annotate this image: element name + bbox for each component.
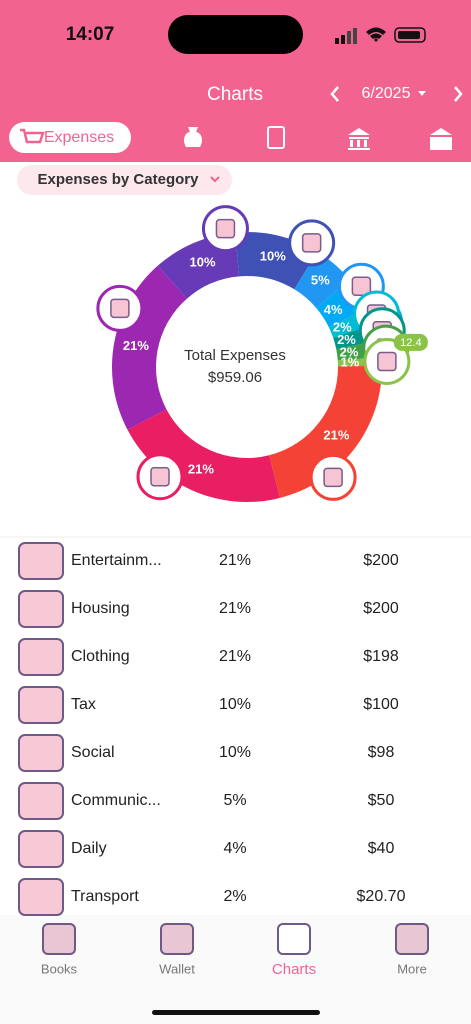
badge-icon (377, 351, 397, 372)
row-amount: $200 (363, 600, 399, 617)
nav-icon[interactable] (42, 923, 76, 955)
center-value: $959.06 (208, 369, 262, 386)
nav-icon[interactable] (277, 923, 311, 955)
dynamic-island (168, 15, 303, 54)
nav-icon[interactable] (395, 923, 429, 955)
row-percent: 21% (219, 552, 251, 569)
row-percent: 10% (219, 696, 251, 713)
row-amount: $200 (363, 552, 399, 569)
annotation-bg (393, 333, 428, 351)
row-percent: 5% (223, 792, 246, 809)
nav-label[interactable]: Books (41, 961, 78, 976)
badge-icon (215, 218, 236, 239)
period-caret (418, 91, 426, 96)
period[interactable]: 6/2025 (362, 85, 411, 102)
row-icon (18, 590, 64, 628)
nav-label[interactable]: Wallet (159, 961, 195, 976)
row-icon (18, 830, 64, 868)
filter-label: Expenses by Category (38, 171, 200, 188)
row-amount: $98 (368, 744, 395, 761)
slice-label: 2% (333, 319, 352, 334)
nav-bg (0, 915, 471, 1024)
row-amount: $20.70 (357, 888, 406, 905)
donut-slice (127, 409, 280, 502)
slice-label: 21% (323, 428, 349, 443)
next-period[interactable] (454, 86, 463, 102)
row-icon (18, 878, 64, 916)
row-name: Clothing (71, 648, 130, 665)
slice-label: 10% (260, 248, 286, 263)
status-icons (335, 27, 426, 44)
slice-label: 21% (123, 338, 149, 353)
row-name: Entertainm... (71, 552, 162, 569)
tab-icons[interactable] (184, 126, 452, 150)
row-percent: 10% (219, 744, 251, 761)
badge-icon (110, 298, 130, 319)
nav-label[interactable]: Charts (272, 961, 316, 978)
row-amount: $40 (368, 840, 395, 857)
badge-icon (301, 233, 322, 253)
annotation: 12.4 (400, 337, 421, 349)
row-icon (18, 734, 64, 772)
slice-label: 10% (190, 255, 216, 270)
badge-icon (351, 276, 372, 297)
prev-period[interactable] (330, 86, 339, 102)
donut-slice (269, 365, 382, 498)
row-percent: 21% (219, 648, 251, 665)
row-name: Transport (71, 888, 139, 905)
slice-label: 2% (340, 345, 359, 360)
tab-expenses[interactable] (9, 122, 131, 153)
row-amount: $50 (368, 792, 395, 809)
row-name: Housing (71, 600, 130, 617)
slice-label: 5% (311, 272, 330, 287)
header-title: Charts (207, 84, 263, 105)
cart-icon (20, 128, 45, 144)
center-title: Total Expenses (184, 347, 286, 364)
donut-slice (294, 251, 350, 308)
filter-caret (210, 176, 220, 183)
nav-icon[interactable] (160, 923, 194, 955)
row-amount: $198 (363, 648, 399, 665)
row-amount: $100 (363, 696, 399, 713)
slice-label: 1% (341, 354, 360, 369)
slice-label: 4% (324, 302, 343, 317)
status-time: 14:07 (66, 24, 115, 45)
badge-icon (150, 466, 170, 487)
slice-label: 21% (188, 462, 214, 477)
nav-label[interactable]: More (397, 961, 427, 976)
row-icon (18, 782, 64, 820)
row-name: Communic... (71, 792, 161, 809)
row-percent: 21% (219, 600, 251, 617)
row-name: Tax (71, 696, 96, 713)
filter-pill[interactable] (17, 165, 232, 195)
row-icon (18, 686, 64, 724)
row-icon (18, 638, 64, 676)
row-percent: 4% (223, 840, 246, 857)
row-icon (18, 542, 64, 580)
row-name: Social (71, 744, 115, 761)
row-name: Daily (71, 840, 107, 857)
tab-label: Expenses (44, 129, 114, 146)
row-percent: 2% (223, 888, 246, 905)
badge-icon (323, 467, 343, 488)
slice-label: 2% (337, 332, 356, 347)
home-indicator (152, 1010, 320, 1015)
